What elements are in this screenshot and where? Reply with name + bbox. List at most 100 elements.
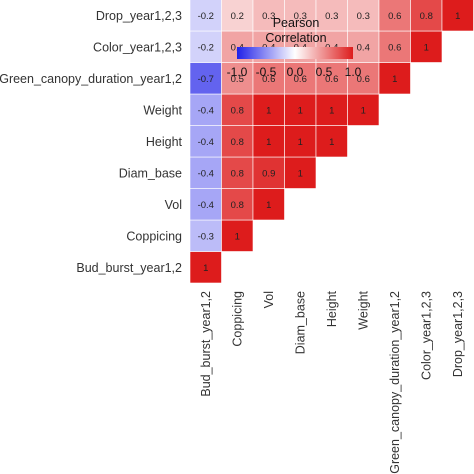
y-tick-label: Drop_year1,2,3 <box>96 9 182 23</box>
heatmap-cell <box>252 93 285 126</box>
x-tick-label: Drop_year1,2,3 <box>451 291 465 377</box>
heatmap-cell <box>441 0 474 32</box>
cell-value-label: 1 <box>329 137 334 148</box>
cell-value-label: 1 <box>455 11 460 22</box>
heatmap-cell <box>347 93 380 126</box>
heatmap-cell <box>189 156 222 189</box>
cell-value-label: 0.8 <box>420 11 433 22</box>
heatmap-cell <box>284 0 317 32</box>
heatmap-cell <box>315 93 348 126</box>
heatmap-cell <box>189 0 222 32</box>
y-tick-label: Vol <box>165 198 182 212</box>
cell-value-label: 0.6 <box>388 42 401 53</box>
heatmap-cell <box>347 62 380 95</box>
cell-value-label: 0.5 <box>231 74 244 85</box>
x-tick-label: Color_year1,2,3 <box>419 291 433 380</box>
legend-title-line-2: Correlation <box>265 31 326 45</box>
heatmap-cell <box>221 62 254 95</box>
y-tick-label: Weight <box>143 103 182 117</box>
x-tick-label: Weight <box>356 290 370 329</box>
heatmap-cell <box>221 0 254 32</box>
legend-tick-label: -0.5 <box>256 65 277 79</box>
y-tick-label: Bud_burst_year1,2 <box>76 261 182 275</box>
heatmap-cell <box>221 93 254 126</box>
heatmap-cell <box>284 156 317 189</box>
cell-value-label: 0.8 <box>231 105 244 116</box>
x-tick-label: Height <box>325 290 339 327</box>
cell-value-label: -0.3 <box>198 231 214 242</box>
heatmap-cell <box>378 62 411 95</box>
x-tick-label: Coppicing <box>230 291 244 347</box>
y-tick-label: Diam_base <box>119 166 182 180</box>
color-legend: Pearson Correlation -1.0 -0.5 0.0 0.5 1.0 <box>227 16 362 79</box>
cell-value-label: 0.4 <box>357 42 370 53</box>
legend-tick-label: 1.0 <box>345 65 362 79</box>
heatmap-cell <box>315 125 348 158</box>
cell-value-label: 0.2 <box>231 11 244 22</box>
cell-value-label: -0.2 <box>198 11 214 22</box>
cell-value-label: 1 <box>329 105 334 116</box>
cell-value-label: -0.4 <box>198 137 214 148</box>
x-tick-label: Diam_base <box>293 291 307 354</box>
heatmap-cell <box>189 219 222 252</box>
y-axis-tick-labels: Bud_burst_year1,2 Coppicing Vol Diam_base He… <box>0 9 183 275</box>
heatmap-cell <box>347 0 380 32</box>
x-axis-tick-labels: Bud_burst_year1,2 Coppicing Vol Diam_base He… <box>199 290 465 473</box>
y-tick-label: Height <box>146 135 183 149</box>
heatmap-cell <box>378 30 411 63</box>
cell-value-label: 1 <box>298 137 303 148</box>
heatmap-cell <box>189 251 222 284</box>
legend-colorbar <box>237 47 353 59</box>
heatmap-cell <box>221 188 254 221</box>
cell-value-label: 0.9 <box>262 168 275 179</box>
heatmap-cell <box>221 156 254 189</box>
heatmap-cell <box>284 93 317 126</box>
heatmap-cell <box>284 62 317 95</box>
heatmap-cell <box>189 93 222 126</box>
cell-value-label: 0.8 <box>231 200 244 211</box>
y-tick-label: Color_year1,2,3 <box>93 40 182 54</box>
heatmap-cell <box>410 30 443 63</box>
cell-value-label: 1 <box>298 168 303 179</box>
cell-value-label: 1 <box>266 105 271 116</box>
cell-value-label: -0.4 <box>198 200 214 211</box>
cell-value-label: 1 <box>266 200 271 211</box>
x-tick-label: Green_canopy_duration_year1,2 <box>388 291 402 474</box>
cell-value-label: -0.7 <box>198 74 214 85</box>
cell-value-label: 0.8 <box>231 168 244 179</box>
cell-value-label: 1 <box>361 105 366 116</box>
y-tick-label: Green_canopy_duration_year1,2 <box>0 72 182 86</box>
cell-value-label: -0.2 <box>198 42 214 53</box>
cell-value-label: 1 <box>298 105 303 116</box>
cell-value-label: 0.3 <box>325 11 338 22</box>
legend-title-line-1: Pearson <box>273 16 320 30</box>
cell-value-label: 0.3 <box>262 11 275 22</box>
legend-tick-label: -1.0 <box>227 65 248 79</box>
heatmap-cell <box>252 125 285 158</box>
cell-value-label: 1 <box>392 74 397 85</box>
legend-tick-label: 0.5 <box>316 65 333 79</box>
cell-value-label: 1 <box>235 231 240 242</box>
cell-value-label: 0.6 <box>325 74 338 85</box>
heatmap-cells <box>189 0 474 284</box>
x-tick-label: Vol <box>262 291 276 308</box>
cell-value-label: 0.3 <box>294 11 307 22</box>
cell-value-label: 0.6 <box>262 74 275 85</box>
legend-tick-labels: -1.0 -0.5 0.0 0.5 1.0 <box>227 65 362 79</box>
heatmap-cell <box>252 0 285 32</box>
cell-value-label: 0.3 <box>357 11 370 22</box>
heatmap-cell <box>378 0 411 32</box>
cell-value-label: 0.6 <box>357 74 370 85</box>
legend-tick-label: 0.0 <box>287 65 304 79</box>
cell-value-label: -0.4 <box>198 105 214 116</box>
x-tick-label: Bud_burst_year1,2 <box>199 291 213 397</box>
cell-value-label: 0.8 <box>231 137 244 148</box>
heatmap-cell <box>252 156 285 189</box>
y-tick-label: Coppicing <box>126 229 182 243</box>
cell-value-label: 0.6 <box>294 74 307 85</box>
heatmap-cell <box>189 30 222 63</box>
cell-value-label: 1 <box>203 263 208 274</box>
heatmap-cell <box>252 188 285 221</box>
cell-value-label: 1 <box>424 42 429 53</box>
